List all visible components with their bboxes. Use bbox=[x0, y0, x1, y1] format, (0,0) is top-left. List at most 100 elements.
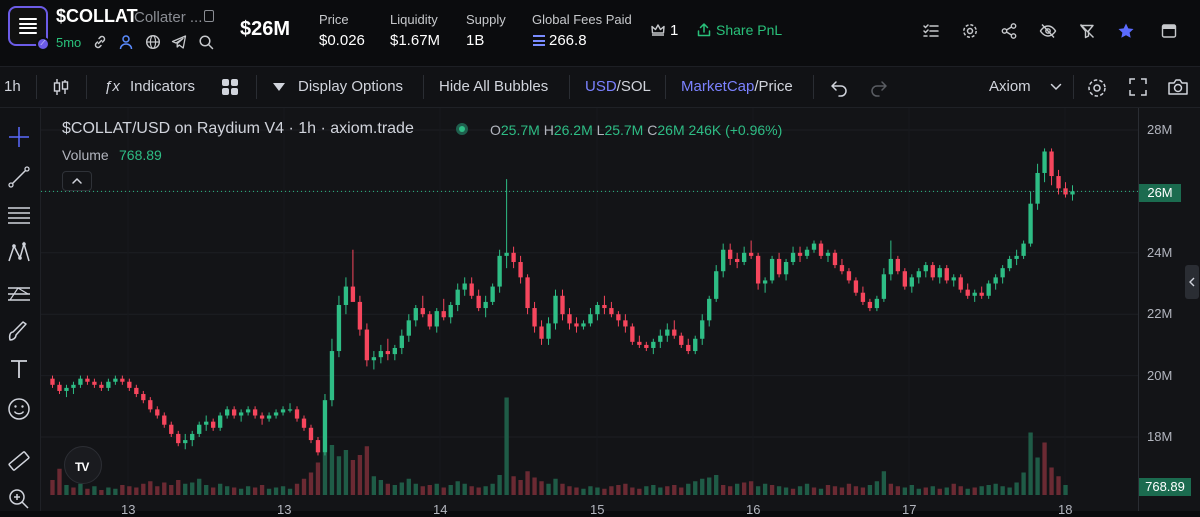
volume-bar bbox=[644, 486, 649, 495]
candle-body bbox=[92, 381, 97, 385]
brush-icon[interactable] bbox=[6, 318, 32, 344]
eye-off-icon[interactable] bbox=[1039, 22, 1057, 40]
emoji-icon[interactable] bbox=[6, 396, 32, 422]
window-icon[interactable] bbox=[1160, 22, 1178, 40]
fullscreen-icon[interactable] bbox=[1128, 77, 1148, 97]
function-icon[interactable]: ƒx bbox=[104, 78, 120, 95]
price-tick: 20M bbox=[1147, 368, 1173, 383]
volume-bar bbox=[238, 488, 244, 495]
trend-line-icon[interactable] bbox=[6, 164, 32, 190]
currency-sol[interactable]: SOL bbox=[620, 78, 651, 95]
chart-settings-icon[interactable] bbox=[1086, 77, 1108, 99]
candle bbox=[162, 412, 167, 428]
candles-icon[interactable] bbox=[51, 77, 71, 97]
star-icon[interactable] bbox=[1117, 22, 1135, 40]
source-select[interactable]: Axiom bbox=[989, 78, 1031, 95]
tradingview-logo[interactable]: TV bbox=[64, 446, 102, 484]
candle bbox=[818, 240, 824, 259]
volume-bar bbox=[259, 485, 265, 495]
price-tick: 18M bbox=[1147, 429, 1173, 444]
gear-icon[interactable] bbox=[961, 22, 979, 40]
globe-icon[interactable] bbox=[145, 34, 161, 50]
toolbar-divider bbox=[86, 75, 87, 99]
candle-body bbox=[85, 378, 90, 382]
interval-button[interactable]: 1h bbox=[4, 78, 21, 95]
caret-down-icon[interactable] bbox=[272, 82, 286, 92]
undo-icon[interactable] bbox=[829, 77, 849, 97]
candle-body bbox=[287, 409, 293, 411]
metric-toggle[interactable]: MarketCap/Price bbox=[681, 78, 793, 95]
toolbar-divider bbox=[665, 75, 666, 99]
chart-symbol-title[interactable]: $COLLAT/USD on Raydium V4 · 1h · axiom.t… bbox=[62, 120, 414, 137]
volume-bar bbox=[322, 452, 328, 495]
candle-body bbox=[301, 418, 307, 428]
user-icon[interactable] bbox=[118, 34, 134, 50]
token-logo[interactable] bbox=[8, 6, 48, 46]
share-pnl-button[interactable]: Share PnL bbox=[716, 22, 783, 38]
candle-body bbox=[944, 268, 949, 281]
forecast-icon[interactable] bbox=[6, 280, 32, 306]
pattern-icon[interactable] bbox=[6, 240, 32, 266]
text-icon[interactable] bbox=[6, 356, 32, 382]
currency-toggle[interactable]: USD/SOL bbox=[585, 78, 651, 95]
horizontal-lines-icon[interactable] bbox=[6, 202, 32, 228]
crosshair-icon[interactable] bbox=[6, 124, 32, 150]
candlestick-chart[interactable] bbox=[41, 108, 1200, 511]
panel-expand-handle[interactable] bbox=[1185, 265, 1199, 299]
hide-bubbles-button[interactable]: Hide All Bubbles bbox=[439, 78, 549, 95]
list-settings-icon[interactable] bbox=[922, 22, 940, 40]
price-axis[interactable] bbox=[1138, 108, 1200, 511]
camera-icon[interactable] bbox=[1167, 77, 1189, 97]
zoom-in-icon[interactable] bbox=[6, 486, 32, 512]
share-upload-icon[interactable] bbox=[696, 22, 712, 38]
collapse-legend-button[interactable] bbox=[62, 171, 92, 191]
metric-price[interactable]: Price bbox=[758, 78, 793, 95]
volume-bar bbox=[134, 487, 139, 495]
volume-bar bbox=[350, 460, 356, 495]
hide-filter-icon[interactable] bbox=[1078, 22, 1096, 40]
candle-body bbox=[804, 249, 810, 256]
candle bbox=[308, 424, 314, 444]
copy-icon[interactable] bbox=[204, 10, 214, 22]
search-icon[interactable] bbox=[198, 34, 214, 50]
volume-bar bbox=[804, 483, 810, 495]
holders-count[interactable]: 1 bbox=[670, 22, 679, 39]
telegram-icon[interactable] bbox=[171, 34, 187, 50]
indicators-button[interactable]: Indicators bbox=[130, 78, 196, 95]
volume-bar bbox=[413, 483, 418, 495]
candle-body bbox=[127, 381, 132, 388]
volume-bar bbox=[113, 488, 118, 495]
price-chart[interactable]: $COLLAT/USD on Raydium V4 · 1h · axiom.t… bbox=[41, 108, 1200, 517]
templates-grid-icon[interactable] bbox=[220, 77, 240, 97]
redo-icon[interactable] bbox=[869, 77, 889, 97]
volume-bar bbox=[867, 485, 873, 495]
metric-marketcap[interactable]: MarketCap bbox=[681, 78, 755, 95]
display-options-button[interactable]: Display Options bbox=[298, 78, 404, 95]
volume-bar bbox=[224, 486, 230, 495]
volume-bar bbox=[979, 486, 984, 495]
candle bbox=[734, 252, 740, 269]
candle bbox=[539, 320, 544, 345]
volume-bar bbox=[574, 487, 579, 495]
candle-body bbox=[797, 252, 803, 256]
close-value: 26M bbox=[657, 122, 685, 138]
candle bbox=[1000, 265, 1005, 284]
chevron-down-icon[interactable] bbox=[1050, 82, 1062, 92]
candle bbox=[413, 304, 418, 327]
candle bbox=[378, 344, 384, 364]
crown-icon[interactable] bbox=[650, 22, 666, 38]
ruler-icon[interactable] bbox=[6, 448, 32, 474]
candle-body bbox=[832, 252, 838, 266]
currency-usd[interactable]: USD bbox=[585, 78, 617, 95]
candle bbox=[1035, 163, 1040, 210]
volume-bar bbox=[127, 486, 132, 495]
volume-bar bbox=[183, 483, 188, 495]
link-icon[interactable] bbox=[92, 34, 108, 50]
share-icon[interactable] bbox=[1000, 22, 1018, 40]
candle-body bbox=[518, 262, 523, 278]
volume-bar bbox=[721, 485, 726, 495]
volume-bar bbox=[776, 486, 782, 495]
candle-body bbox=[595, 304, 600, 315]
candle-body bbox=[734, 258, 740, 263]
candle bbox=[57, 381, 62, 395]
